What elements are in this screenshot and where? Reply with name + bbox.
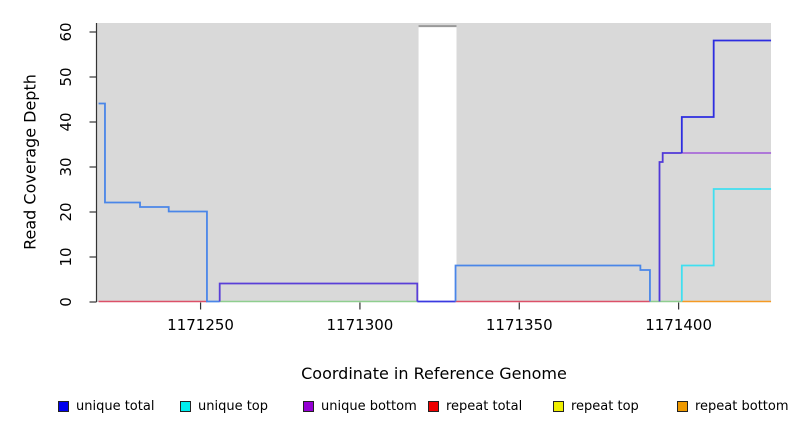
legend-swatch-icon bbox=[58, 400, 69, 412]
x-tick-label: 1171250 bbox=[167, 316, 234, 334]
legend-item-repeat-bottom: repeat bottom bbox=[677, 398, 789, 414]
legend-item-repeat-total: repeat total bbox=[428, 398, 522, 414]
y-tick-label: 20 bbox=[57, 202, 75, 221]
y-tick-label: 10 bbox=[57, 247, 75, 266]
series-line-unique-total-over-top-mid bbox=[454, 264, 651, 302]
legend-item-unique-top: unique top bbox=[180, 398, 268, 414]
legend-label: unique bottom bbox=[321, 398, 417, 414]
legend-label: unique top bbox=[198, 398, 269, 414]
y-tick-label: 50 bbox=[57, 67, 75, 86]
series-line-unique-total-over-bottom-left bbox=[218, 282, 419, 302]
legend-label: repeat bottom bbox=[695, 398, 789, 414]
series-line-unique-top-right bbox=[680, 188, 772, 302]
legend-swatch-icon bbox=[677, 400, 688, 412]
series-line-unique-total-over-bottom-rise bbox=[658, 152, 682, 302]
legend-label: repeat top bbox=[571, 398, 639, 414]
no-data-band bbox=[418, 26, 457, 303]
legend-swatch-icon bbox=[553, 400, 564, 412]
series-line-unique-total-right bbox=[680, 39, 772, 153]
y-tick-label: 40 bbox=[57, 112, 75, 131]
legend-swatch-icon bbox=[303, 400, 314, 412]
y-axis-title: Read Coverage Depth bbox=[20, 74, 40, 250]
legend-item-unique-total: unique total bbox=[58, 398, 154, 414]
legend-swatch-icon bbox=[180, 400, 191, 412]
x-tick-label: 1171350 bbox=[486, 316, 553, 334]
legend-label: unique total bbox=[76, 398, 155, 414]
legend: unique total unique top unique bottom repea… bbox=[0, 398, 792, 420]
y-tick-label: 0 bbox=[57, 297, 75, 307]
y-tick-label: 30 bbox=[57, 157, 75, 176]
legend-item-repeat-top: repeat top bbox=[553, 398, 639, 414]
x-axis-title: Coordinate in Reference Genome bbox=[301, 364, 567, 383]
x-tick-label: 1171300 bbox=[327, 316, 394, 334]
y-tick-label: 60 bbox=[57, 22, 75, 41]
x-tick-label: 1171400 bbox=[645, 316, 712, 334]
legend-label: repeat total bbox=[446, 398, 523, 414]
legend-item-unique-bottom: unique bottom bbox=[303, 398, 417, 414]
series-line-unique-total-over-top-left bbox=[98, 102, 220, 303]
legend-swatch-icon bbox=[428, 400, 439, 412]
